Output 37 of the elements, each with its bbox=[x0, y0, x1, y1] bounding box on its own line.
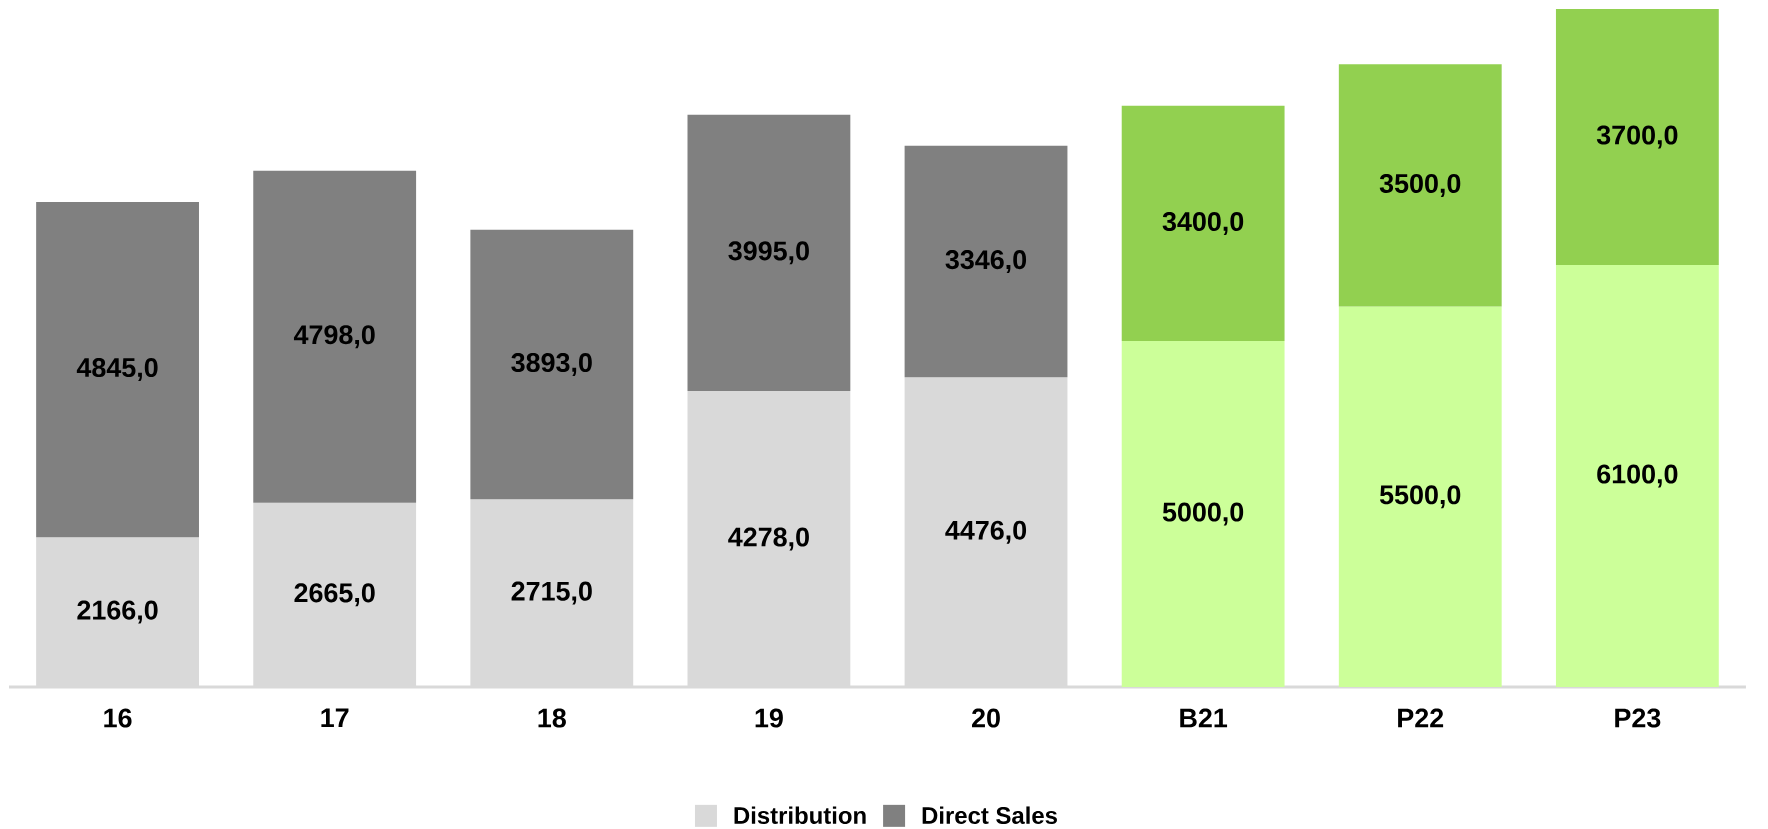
legend-label: Distribution bbox=[734, 806, 866, 824]
data-label: 2715,0 bbox=[511, 581, 592, 605]
x-tick-label: P23 bbox=[1615, 708, 1661, 728]
bar bbox=[904, 145, 1068, 378]
x-tick-label: 16 bbox=[104, 708, 132, 728]
bar bbox=[253, 170, 417, 503]
bar bbox=[687, 114, 851, 392]
legend-label: Direct Sales bbox=[922, 806, 1057, 824]
data-label: 3893,0 bbox=[511, 353, 592, 376]
x-tick-label: 20 bbox=[972, 708, 1000, 728]
bar bbox=[1338, 306, 1502, 687]
data-label: 3400,0 bbox=[1162, 211, 1244, 235]
data-label: 6100,0 bbox=[1597, 464, 1678, 488]
data-label: 5500,0 bbox=[1379, 485, 1461, 509]
bar bbox=[1555, 264, 1719, 687]
data-label: 4798,0 bbox=[293, 325, 375, 349]
bar bbox=[1555, 9, 1719, 265]
data-label: 4278,0 bbox=[728, 527, 809, 551]
data-label: 3500,0 bbox=[1379, 173, 1461, 197]
data-label: 4476,0 bbox=[945, 520, 1027, 544]
bar bbox=[1121, 341, 1285, 687]
data-label: 3700,0 bbox=[1596, 125, 1678, 149]
bar bbox=[1121, 105, 1285, 342]
bar bbox=[1338, 64, 1502, 307]
bar bbox=[36, 201, 199, 538]
x-tick-label: P22 bbox=[1398, 708, 1444, 728]
data-label: 3346,0 bbox=[945, 250, 1027, 274]
x-tick-label: 19 bbox=[755, 708, 783, 728]
x-tick-label: 18 bbox=[538, 708, 566, 728]
data-label: 2166,0 bbox=[77, 600, 158, 624]
bar bbox=[470, 229, 634, 500]
data-label: 3995,0 bbox=[728, 241, 809, 265]
data-label: 5000,0 bbox=[1162, 502, 1244, 526]
x-tick-label: B21 bbox=[1180, 708, 1228, 728]
x-tick-label: 17 bbox=[321, 708, 349, 728]
data-label: 2665,0 bbox=[294, 583, 375, 607]
data-label: 4845,0 bbox=[76, 358, 158, 382]
